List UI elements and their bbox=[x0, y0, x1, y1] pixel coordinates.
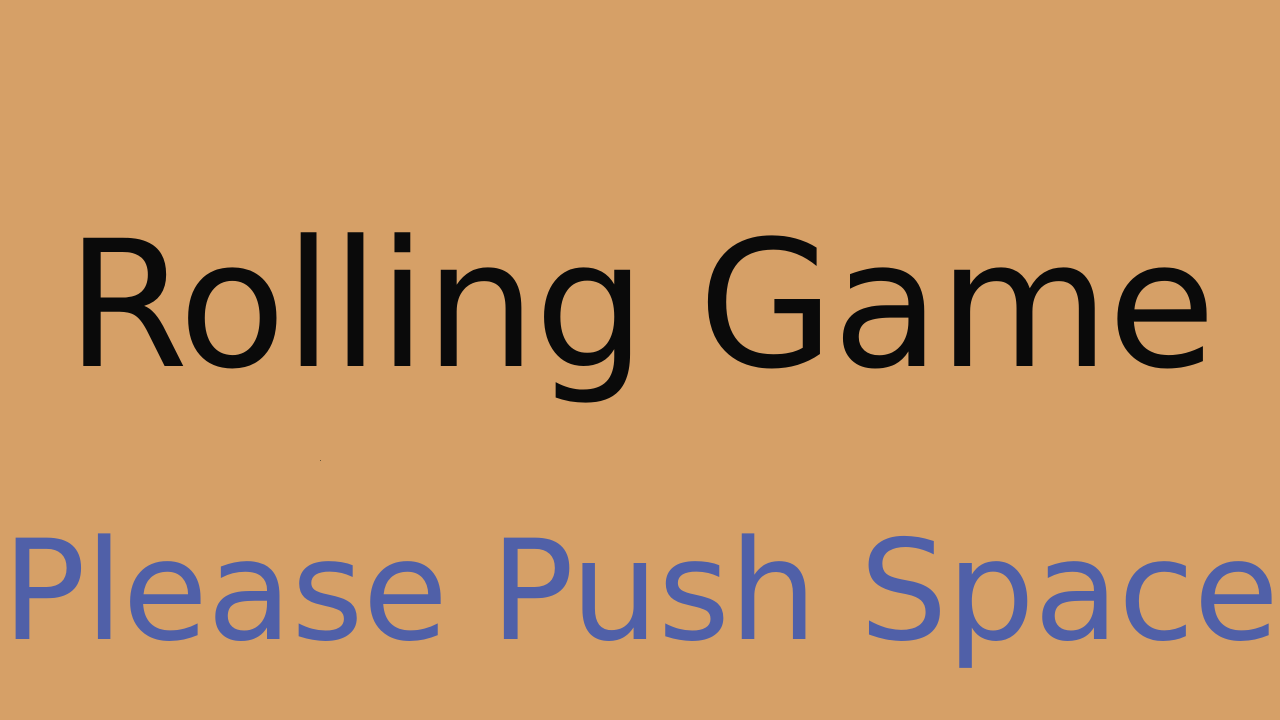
game-title: Rolling Game bbox=[66, 203, 1216, 408]
press-space-prompt[interactable]: Please Push Space bbox=[1, 510, 1279, 672]
stray-pixel bbox=[320, 460, 321, 461]
